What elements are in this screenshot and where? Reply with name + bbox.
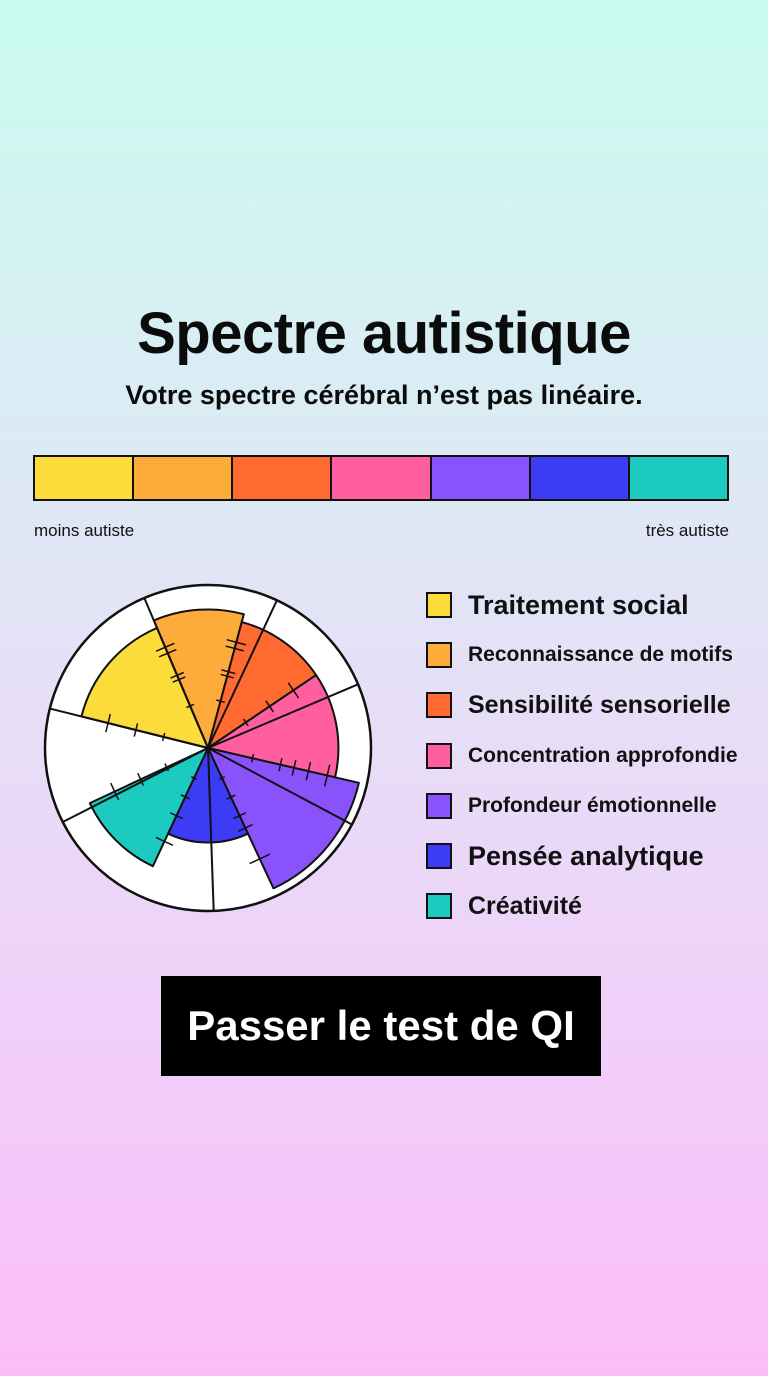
spectrum-left-label: moins autiste	[34, 521, 135, 540]
chart-tick	[105, 713, 112, 733]
chart-tick	[186, 703, 195, 709]
radial-chart-svg	[43, 583, 373, 913]
legend-label: Créativité	[468, 891, 582, 920]
spectrum-segment	[35, 457, 135, 499]
chart-spoke	[207, 747, 215, 911]
chart-tick	[161, 732, 166, 742]
chart-sector	[80, 626, 209, 749]
chart-tick	[158, 648, 177, 658]
chart-tick	[133, 723, 139, 737]
chart-tick	[265, 700, 275, 713]
legend-label: Reconnaissance de motifs	[468, 643, 733, 667]
chart-tick	[305, 761, 312, 781]
spectrum-bar	[33, 455, 729, 501]
chart-sector	[207, 674, 340, 779]
legend-swatch	[426, 792, 452, 819]
take-iq-test-button[interactable]: Passer le test de QI	[161, 976, 601, 1076]
chart-tick	[220, 673, 234, 679]
spectrum-segment	[233, 457, 333, 499]
chart-tick	[249, 853, 271, 865]
radial-chart	[40, 580, 376, 916]
legend-label: Concentration approfondie	[468, 743, 738, 767]
chart-sector	[167, 747, 249, 844]
legend-swatch	[426, 843, 452, 870]
legend-item: Créativité	[426, 881, 768, 931]
legend-label: Pensée analytique	[468, 840, 704, 871]
chart-spoke	[49, 707, 209, 749]
chart-tick	[137, 772, 145, 786]
legend-swatch	[426, 893, 452, 920]
chart-spoke	[207, 683, 359, 749]
chart-sector	[152, 608, 245, 749]
page-title: Spectre autistique	[137, 301, 631, 366]
chart-tick	[155, 642, 175, 652]
chart-tick	[218, 776, 226, 780]
legend-swatch	[426, 592, 452, 619]
spectrum-segment	[530, 457, 630, 499]
chart-tick	[250, 754, 255, 763]
chart-tick	[226, 794, 236, 800]
chart-tick	[216, 699, 225, 704]
chart-spoke	[62, 747, 209, 823]
chart-spoke	[207, 599, 278, 749]
chart-sector	[207, 747, 360, 890]
spectrum-segment	[629, 457, 727, 499]
chart-spoke	[143, 597, 209, 749]
chart-tick	[170, 671, 185, 679]
legend-label: Sensibilité sensorielle	[468, 690, 731, 719]
chart-sector	[207, 621, 318, 749]
chart-tick	[172, 676, 186, 683]
chart-tick	[180, 794, 190, 800]
legend-label: Traitement social	[468, 589, 689, 620]
legend-label: Profondeur émotionnelle	[468, 793, 717, 817]
legend-swatch	[426, 692, 452, 719]
chart-tick	[226, 638, 247, 646]
spectrum-right-label: très autiste	[645, 521, 729, 540]
chart-tick	[169, 812, 183, 820]
chart-tick	[237, 823, 253, 833]
chart-spoke	[207, 747, 353, 826]
chart-outline	[43, 583, 373, 913]
chart-tick	[155, 836, 174, 846]
chart-tick	[323, 764, 331, 787]
spectrum-segment	[431, 457, 531, 499]
spectrum-segment	[134, 457, 234, 499]
chart-tick	[221, 669, 236, 675]
chart-tick	[287, 682, 300, 699]
chart-tick	[278, 757, 283, 772]
legend-item: Pensée analytique	[426, 831, 768, 881]
chart-tick	[110, 782, 120, 801]
chart-tick	[291, 759, 297, 776]
page-subtitle: Votre spectre cérébral n’est pas linéair…	[125, 380, 643, 410]
legend-item: Traitement social	[426, 580, 768, 630]
chart-tick	[233, 812, 247, 820]
chart-tick	[242, 718, 249, 727]
chart-sector	[88, 747, 209, 868]
legend-item: Reconnaissance de motifs	[426, 630, 768, 680]
chart-tick	[190, 776, 198, 780]
legend-swatch	[426, 742, 452, 769]
legend-swatch	[426, 642, 452, 669]
chart-tick	[225, 645, 244, 652]
legend-item: Profondeur émotionnelle	[426, 781, 768, 831]
legend-item: Concentration approfondie	[426, 731, 768, 781]
legend-item: Sensibilité sensorielle	[426, 680, 768, 730]
chart-legend: Traitement social Reconnaissance de motif…	[426, 580, 768, 931]
spectrum-segment	[332, 457, 432, 499]
chart-tick	[164, 763, 170, 772]
